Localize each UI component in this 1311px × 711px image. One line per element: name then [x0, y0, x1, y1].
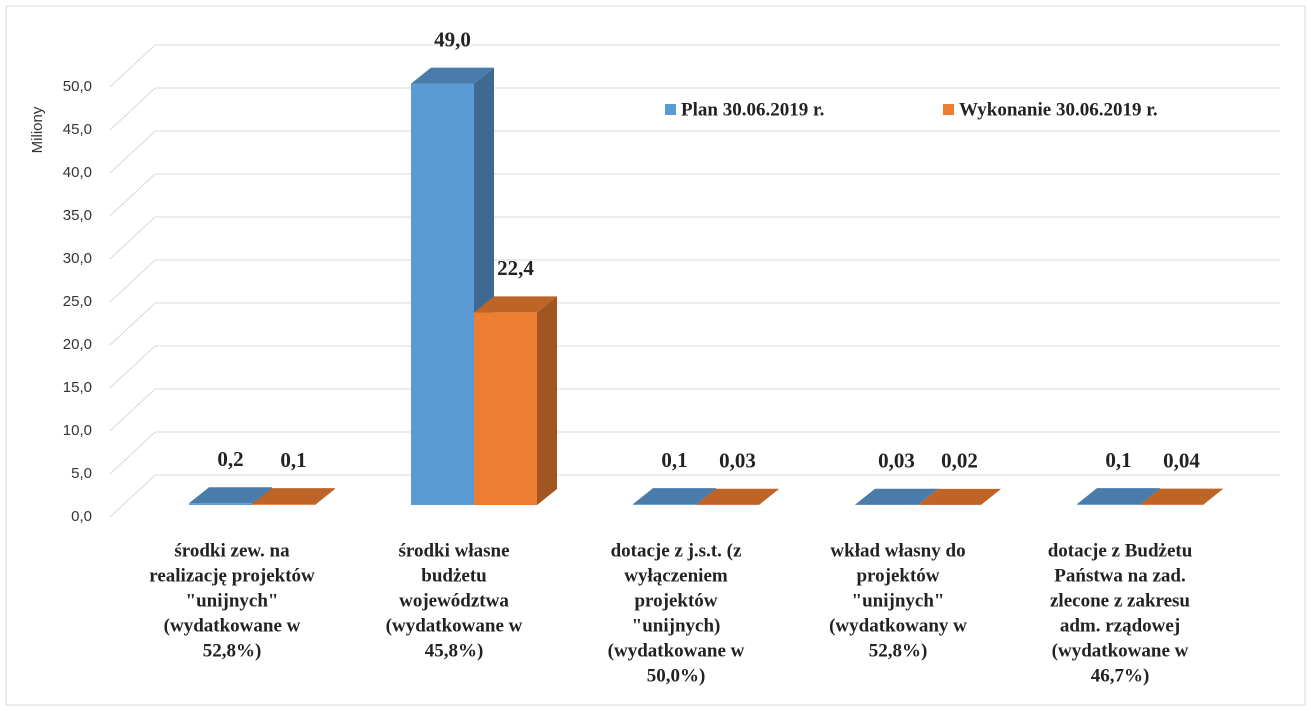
x-tick-label: (wydatkowane w: [608, 640, 745, 661]
bar-top: [474, 296, 557, 313]
data-label: 0,03: [878, 449, 915, 473]
y-tick-label: 10,0: [63, 422, 92, 439]
bar-top: [252, 488, 335, 505]
data-label: 0,1: [1105, 448, 1131, 472]
x-tick-label: wyłączeniem: [624, 565, 728, 586]
grid-diagonal: [109, 388, 156, 432]
y-tick-label: 30,0: [63, 250, 92, 267]
grid-diagonal: [109, 302, 156, 346]
x-tick-label: (wydatkowane w: [1052, 640, 1189, 661]
x-tick-label: "unijnych": [186, 590, 279, 611]
bar-top: [696, 488, 779, 505]
bar-side: [759, 488, 779, 505]
x-tick-label: Państwa na zad.: [1054, 565, 1185, 586]
data-label: 0,04: [1163, 448, 1200, 472]
bar-top: [855, 488, 938, 505]
grid-diagonal: [109, 44, 156, 88]
bar-side: [981, 488, 1001, 505]
y-tick-label: 20,0: [63, 336, 92, 353]
x-tick-label: 50,0%): [647, 665, 706, 686]
bar-side: [537, 296, 557, 505]
data-label: 0,1: [661, 448, 687, 472]
x-tick-label: dotacje z Budżetu: [1048, 540, 1193, 561]
y-tick-label: 45,0: [63, 121, 92, 138]
bar-top: [1140, 488, 1223, 505]
grid-diagonal: [109, 216, 156, 260]
bar-top: [1077, 488, 1160, 505]
y-axis-label: Miliony: [29, 106, 46, 153]
y-tick-label: 50,0: [63, 78, 92, 95]
x-tick-label: 52,8%): [869, 640, 928, 661]
x-tick-label: "unijnych": [852, 590, 945, 611]
grid-diagonal: [109, 431, 156, 475]
x-tick-label: dotacje z j.s.t. (z: [611, 540, 742, 561]
x-tick-label: (wydatkowane w: [164, 615, 301, 636]
bar: [1077, 504, 1140, 505]
x-tick-label: 46,7%): [1091, 665, 1150, 686]
x-tick-label: zlecone z zakresu: [1050, 590, 1190, 611]
frame: [5, 5, 1306, 706]
bar-top: [411, 67, 494, 84]
bar-side: [1203, 488, 1223, 505]
data-label: 49,0: [434, 27, 471, 51]
y-tick-label: 25,0: [63, 293, 92, 310]
x-tick-label: środki zew. na: [174, 540, 290, 561]
x-tick-label: województwa: [399, 590, 509, 611]
data-label: 0,02: [941, 449, 978, 473]
data-label: 0,03: [719, 449, 756, 473]
x-tick-label: (wydatkowane w: [386, 615, 523, 636]
bar-top: [633, 488, 716, 505]
y-tick-label: 0,0: [71, 508, 92, 525]
grid-diagonal: [109, 173, 156, 217]
bar: [252, 504, 315, 505]
y-tick-label: 5,0: [71, 465, 92, 482]
legend-label: Wykonanie 30.06.2019 r.: [959, 99, 1158, 120]
x-tick-label: realizację projektów: [149, 565, 315, 586]
bar: [633, 504, 696, 505]
x-tick-label: 52,8%): [203, 640, 262, 661]
legend-label: Plan 30.06.2019 r.: [681, 99, 824, 120]
x-tick-label: projektów: [634, 590, 717, 611]
bar: [411, 83, 474, 505]
legend-swatch: [943, 104, 954, 115]
grid-diagonal: [109, 345, 156, 389]
x-tick-label: (wydatkowany w: [829, 615, 967, 636]
data-label: 0,2: [217, 447, 243, 471]
bar: [474, 312, 537, 505]
grid-diagonal: [109, 130, 156, 174]
grid-diagonal: [109, 474, 156, 518]
x-tick-label: budżetu: [421, 565, 487, 586]
bar-top: [189, 487, 272, 504]
y-tick-label: 15,0: [63, 379, 92, 396]
bar-side: [315, 488, 335, 505]
x-tick-label: środki własne: [398, 540, 509, 561]
x-tick-label: adm. rządowej: [1060, 615, 1180, 636]
data-label: 0,1: [280, 448, 306, 472]
grid-diagonal: [109, 87, 156, 131]
x-tick-label: projektów: [856, 565, 939, 586]
x-tick-label: "unijnych): [632, 615, 721, 636]
bar-top: [918, 488, 1001, 505]
x-tick-label: wkład własny do: [830, 540, 965, 561]
grid-diagonal: [109, 259, 156, 303]
x-tick-label: 45,8%): [425, 640, 484, 661]
y-tick-label: 40,0: [63, 164, 92, 181]
y-tick-label: 35,0: [63, 207, 92, 224]
legend-swatch: [665, 104, 676, 115]
bar: [189, 503, 252, 505]
data-label: 22,4: [497, 256, 534, 280]
